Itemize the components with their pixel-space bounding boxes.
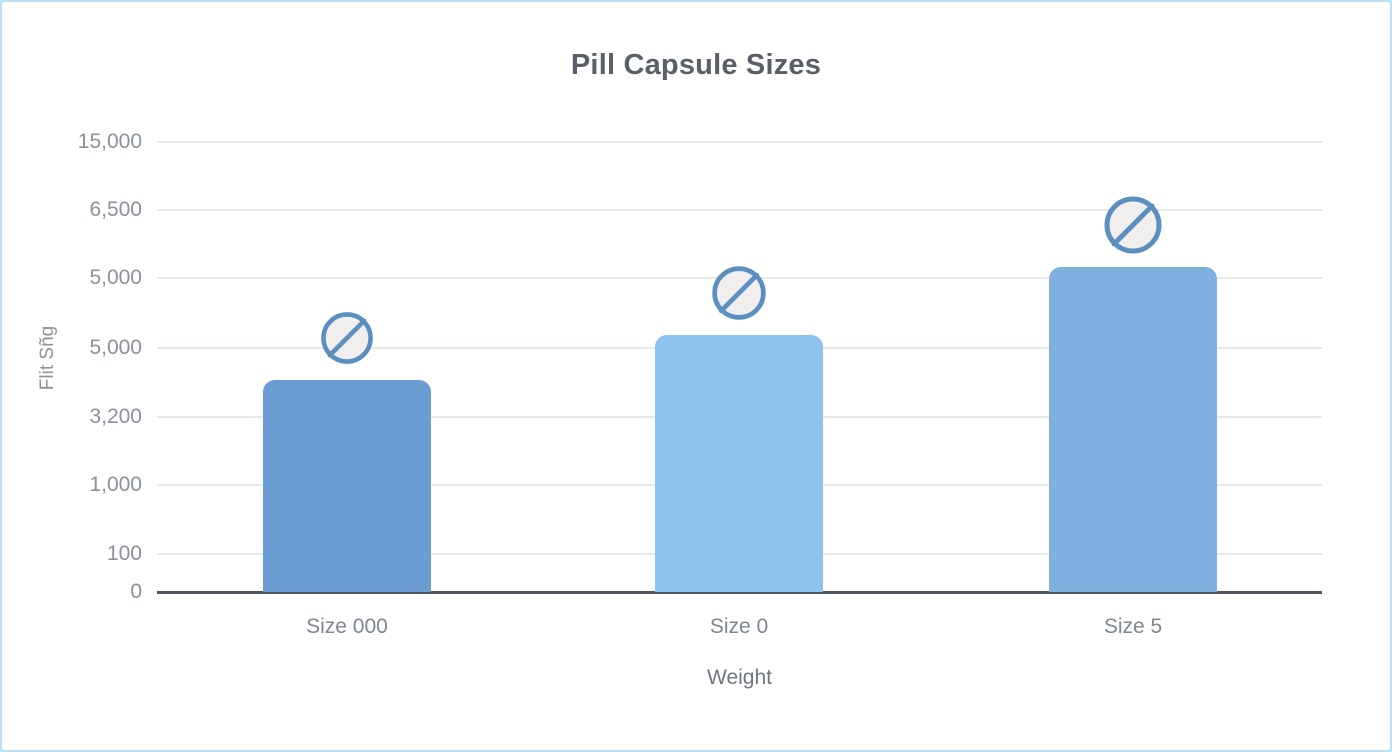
y-tick-label: 3,200 — [89, 405, 142, 428]
y-grid-line — [157, 209, 1322, 211]
x-tick-label: Size 5 — [1103, 615, 1163, 638]
circle-slash-icon — [1101, 193, 1165, 262]
y-axis-baseline — [157, 591, 1322, 594]
y-tick-label: 5,000 — [89, 336, 142, 359]
x-tick-label: Size 000 — [306, 615, 388, 638]
y-tick-label: 6,500 — [89, 198, 142, 221]
y-tick-label: 5,000 — [89, 266, 142, 289]
circle-slash-icon — [318, 309, 376, 372]
circle-slash-icon — [709, 263, 769, 328]
y-tick-label: 0 — [130, 580, 142, 603]
y-tick-label: 100 — [106, 542, 142, 565]
y-tick-label: 15,000 — [77, 130, 142, 153]
x-tick-label: Size 0 — [709, 615, 769, 638]
bar-size-5 — [1049, 267, 1217, 592]
bar-size-000 — [263, 380, 431, 592]
bar-size-0 — [655, 335, 823, 592]
chart-title: Pill Capsule Sizes — [570, 49, 822, 81]
x-axis-title: Weight — [707, 666, 772, 689]
y-tick-label: 1,000 — [89, 473, 142, 496]
y-grid-line — [157, 141, 1322, 143]
